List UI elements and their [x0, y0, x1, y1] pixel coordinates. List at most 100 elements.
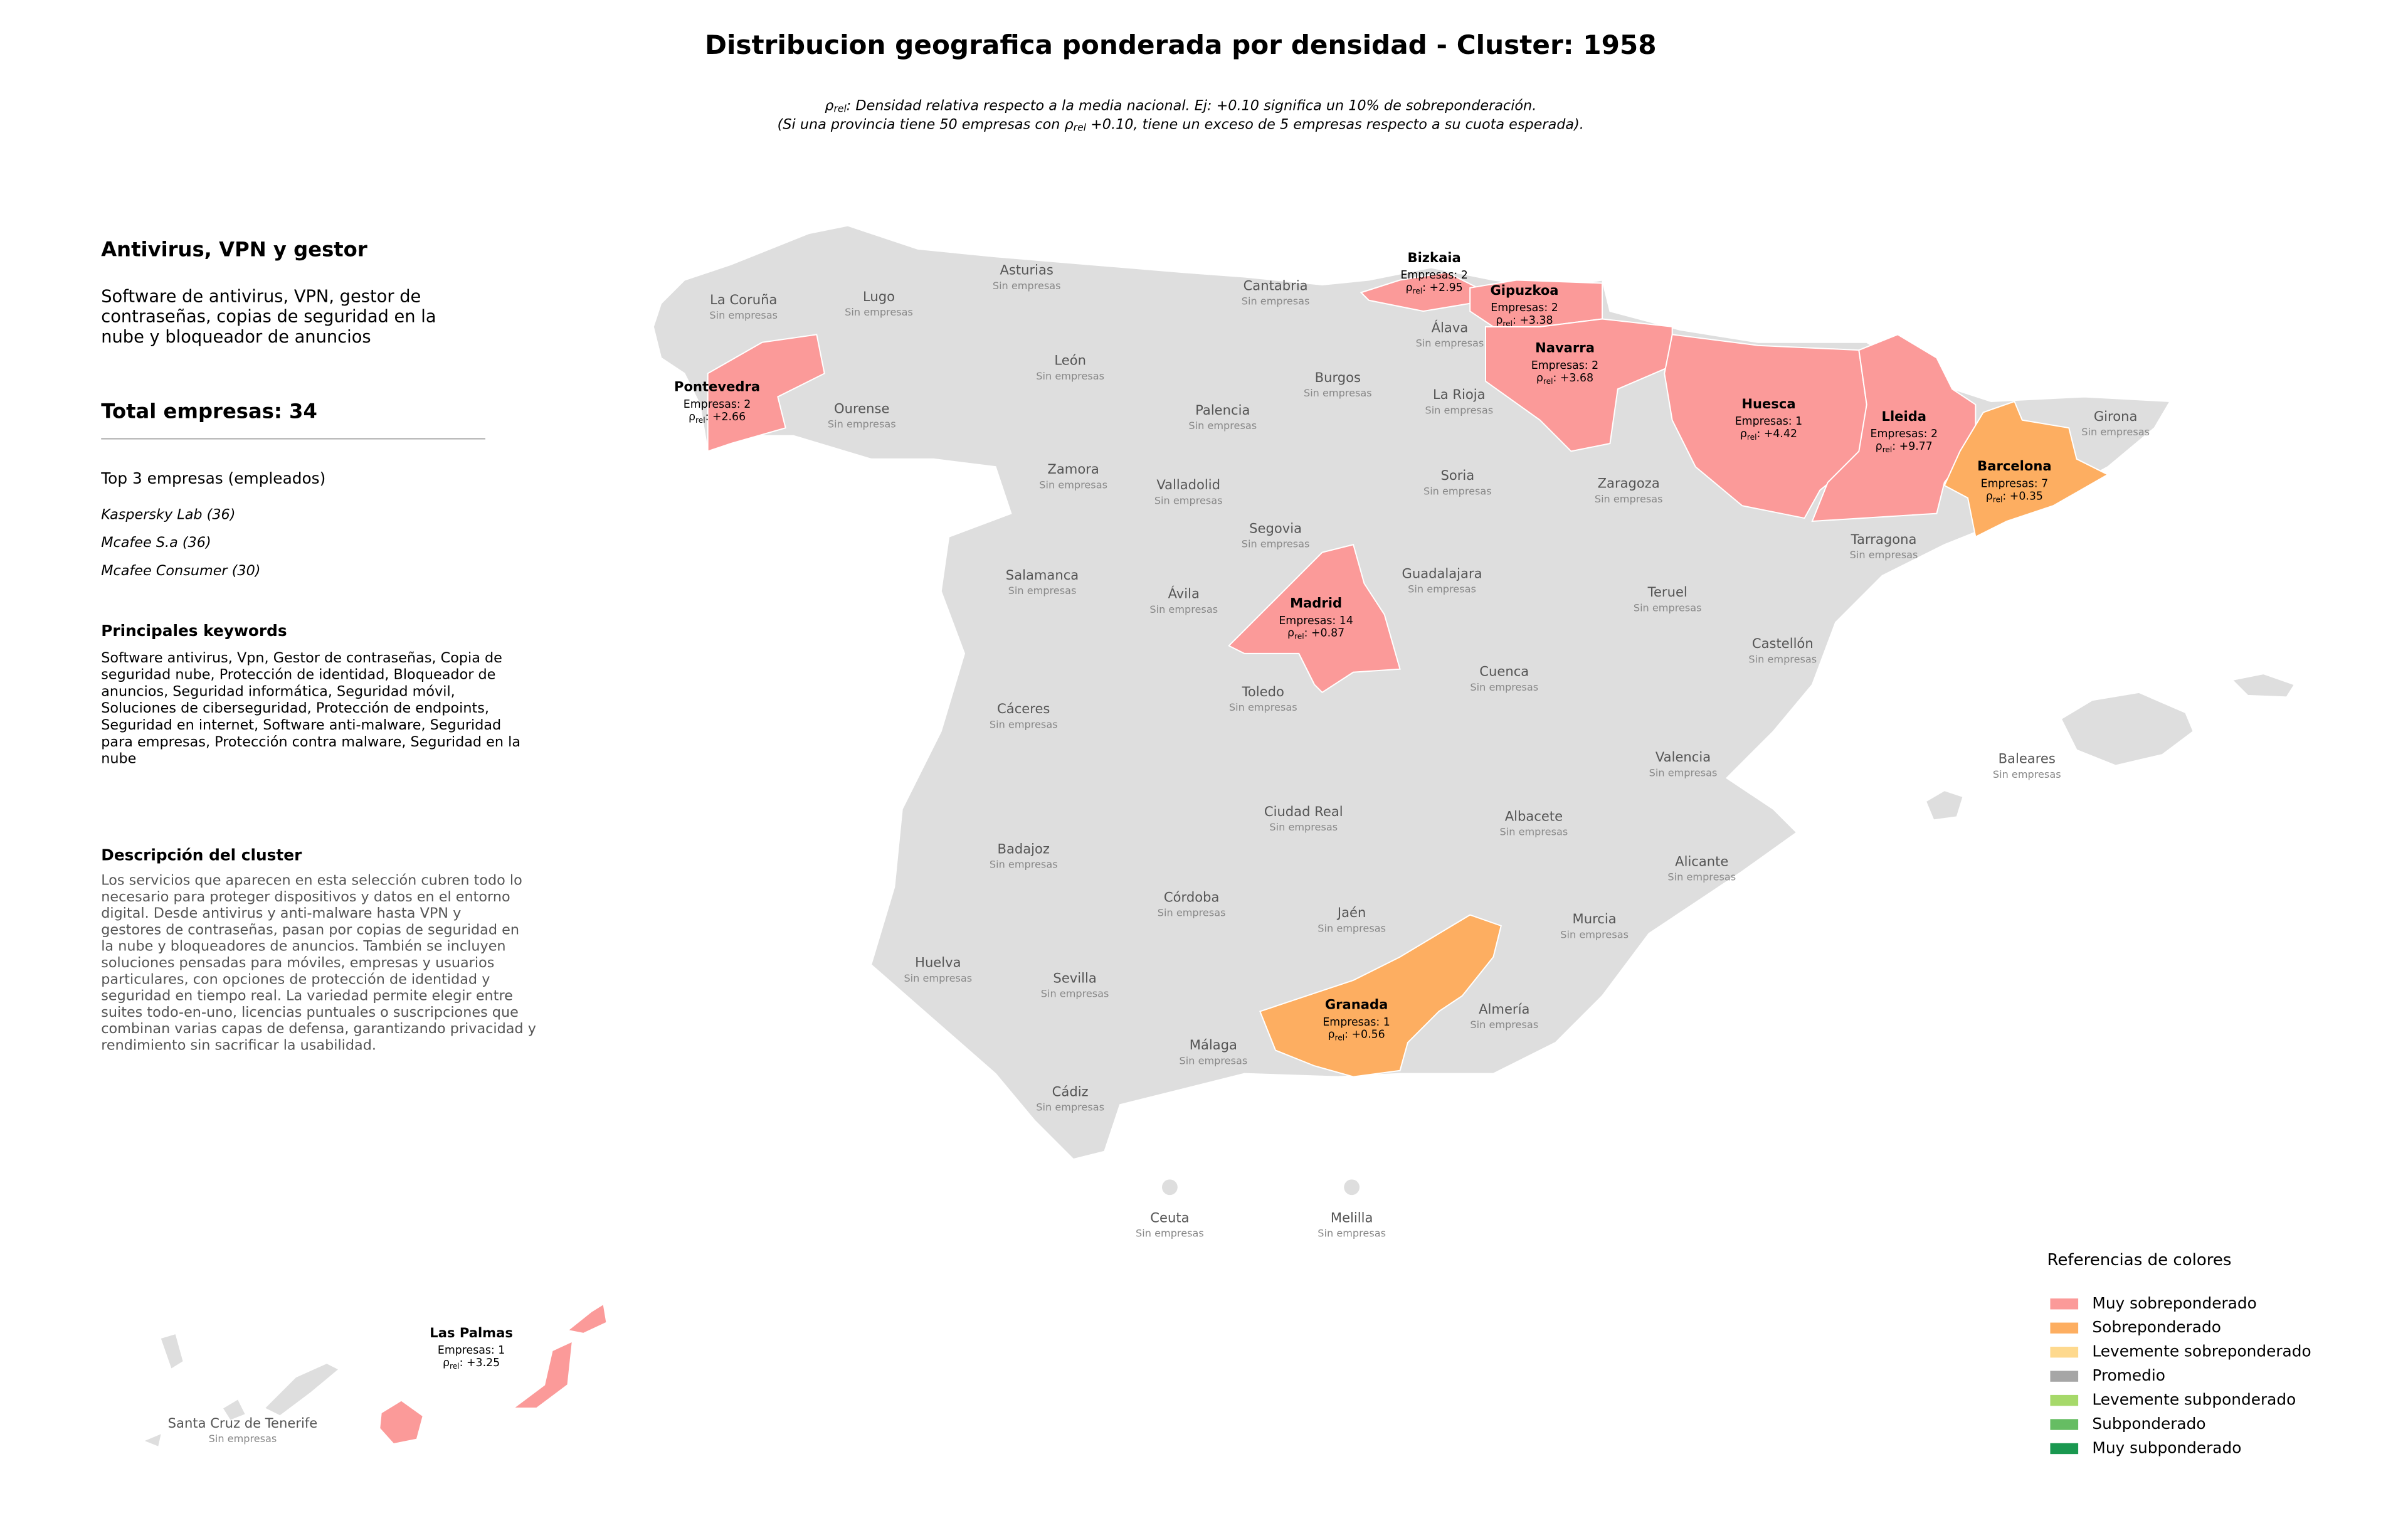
province-companies: Empresas: 2 [1491, 302, 1558, 314]
rho-subscript: rel [1413, 286, 1423, 295]
province-name: Ciudad Real [1264, 804, 1343, 819]
province-highlight [707, 334, 825, 452]
panel-description: combinan varias capas de defensa, garant… [101, 1021, 536, 1037]
province-note: Sin empresas [1039, 479, 1107, 491]
province-note: Sin empresas [1416, 337, 1484, 349]
province-name: Almería [1479, 1001, 1529, 1017]
rho-subscript: rel [1543, 376, 1553, 385]
province-note: Sin empresas [1036, 1101, 1104, 1113]
rho-subscript: rel [1502, 319, 1513, 327]
province-companies: Empresas: 1 [1323, 1016, 1390, 1029]
legend-swatch [2050, 1394, 2079, 1406]
rho-subscript: rel [1335, 1033, 1345, 1042]
province-highlight [1811, 334, 1977, 523]
province-note: Sin empresas [1318, 922, 1386, 934]
rho-symbol: ρ [1287, 627, 1294, 640]
province-name: Ávila [1168, 586, 1200, 602]
province-note: Sin empresas [1242, 538, 1310, 550]
island [1162, 1179, 1178, 1196]
rho-rest: : +0.56 [1344, 1029, 1385, 1041]
island [2231, 673, 2296, 698]
panel-top-item: Kaspersky Lab (36) [101, 507, 235, 523]
legend-swatch [2050, 1371, 2079, 1382]
island [141, 1432, 163, 1448]
province-highlight [1259, 914, 1502, 1078]
panel-description: seguridad en tiempo real. La variedad pe… [101, 988, 513, 1004]
province-highlight [511, 1340, 574, 1409]
province-highlight [566, 1303, 608, 1334]
panel-summary: nube y bloqueador de anuncios [101, 327, 371, 347]
province-note: Sin empresas [1242, 295, 1310, 307]
province-note: Sin empresas [1158, 907, 1226, 919]
province-note: Sin empresas [1154, 494, 1223, 506]
island [221, 1398, 247, 1422]
province-name: Córdoba [1164, 889, 1219, 905]
province-note: Sin empresas [845, 306, 913, 318]
province-name: Valladolid [1156, 477, 1220, 492]
province-note: Sin empresas [1136, 1228, 1204, 1239]
province-rho: ρrel: +0.56 [1328, 1029, 1385, 1042]
province-highlight [379, 1399, 424, 1445]
province-companies: Empresas: 2 [1871, 428, 1938, 440]
panel-total: Total empresas: 34 [101, 399, 317, 423]
province-note: Sin empresas [1408, 583, 1476, 595]
province-name: Granada [1325, 996, 1388, 1012]
rho-subscript: rel [833, 103, 847, 114]
panel-description: digital. Desde antivirus y anti-malware … [101, 905, 461, 921]
province-note: Sin empresas [1425, 404, 1493, 416]
province-name: Teruel [1647, 584, 1687, 600]
province-note: Sin empresas [993, 280, 1061, 292]
province-name: Palencia [1195, 402, 1250, 418]
panel-keywords: nube [101, 751, 136, 767]
province-name: Barcelona [1977, 458, 2051, 474]
rho-symbol: ρ [1496, 314, 1502, 327]
province-note: Sin empresas [1634, 602, 1702, 613]
province-name: Ceuta [1150, 1209, 1189, 1225]
province-companies: Empresas: 2 [1400, 269, 1467, 282]
island [263, 1362, 341, 1417]
subtitle-line: ρrel: Densidad relativa respecto a la me… [825, 97, 1536, 114]
province-name: Alicante [1675, 853, 1728, 869]
legend-title: Referencias de colores [2047, 1251, 2231, 1270]
island [159, 1332, 184, 1371]
province-name: Huelva [915, 955, 961, 970]
province-name: Tarragona [1851, 531, 1917, 547]
panel-summary: Software de antivirus, VPN, gestor de [101, 287, 421, 306]
province-name: Ourense [834, 400, 889, 416]
panel-top-item: Mcafee S.a (36) [101, 534, 211, 551]
province-highlight [1485, 318, 1673, 452]
panel-keywords: Soluciones de ciberseguridad, Protección… [101, 700, 489, 716]
province-name: Las Palmas [430, 1325, 513, 1340]
province-note: Sin empresas [1036, 370, 1104, 382]
province-name: Sevilla [1053, 970, 1096, 985]
panel-keywords: Software antivirus, Vpn, Gestor de contr… [101, 650, 502, 666]
province-name: Castellón [1752, 635, 1814, 651]
rho-rest: : +4.42 [1756, 428, 1797, 440]
panel-heading: Antivirus, VPN y gestor [101, 237, 367, 261]
legend-swatch [2050, 1346, 2079, 1358]
province-note: Sin empresas [1423, 485, 1492, 497]
province-rho: ρrel: +3.38 [1496, 314, 1553, 327]
panel-keywords-title: Principales keywords [101, 622, 287, 640]
province-note: Sin empresas [904, 972, 972, 984]
panel-summary: contraseñas, copias de seguridad en la [101, 307, 436, 327]
province-name: Girona [2094, 408, 2138, 424]
province-name: Álava [1432, 319, 1469, 335]
rho-symbol: ρ [689, 411, 695, 423]
province-name: Baleares [1999, 751, 2056, 767]
province-name: León [1054, 353, 1086, 368]
province-note: Sin empresas [1188, 420, 1257, 432]
province-note: Sin empresas [1993, 768, 2061, 780]
province-note: Sin empresas [1229, 701, 1297, 713]
rho-subscript: rel [1883, 445, 1893, 454]
rho-rest: : +3.38 [1513, 314, 1553, 327]
rho-symbol: ρ [1406, 282, 1413, 294]
panel-keywords: para empresas, Protección contra malware… [101, 734, 520, 750]
province-name: Jaén [1336, 905, 1366, 920]
rho-symbol: ρ [1986, 490, 1993, 502]
rho-symbol: ρ [1740, 428, 1747, 440]
legend-label: Levemente subponderado [2092, 1391, 2296, 1409]
legend-swatch [2050, 1298, 2079, 1310]
subtitle-part: (Si una provincia tiene 50 empresas con [778, 116, 1065, 132]
province-note: Sin empresas [990, 859, 1058, 871]
